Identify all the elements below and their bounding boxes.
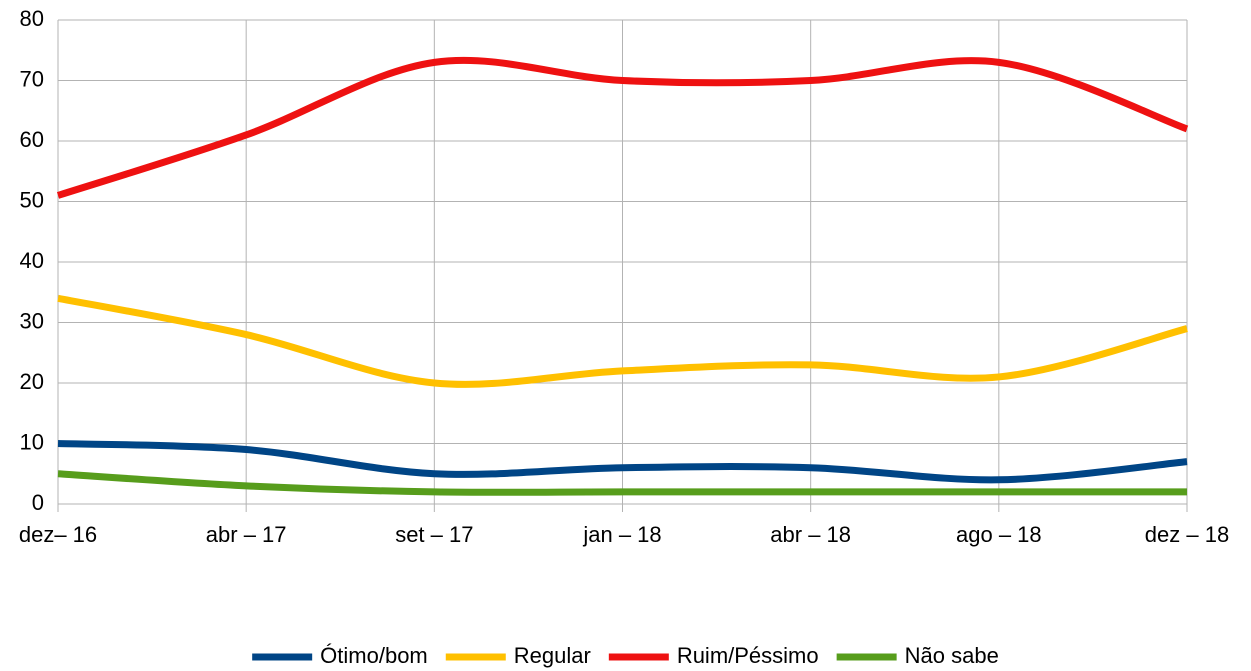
legend-label: Ruim/Péssimo xyxy=(677,643,819,668)
y-tick-label: 50 xyxy=(20,187,44,212)
line-series xyxy=(57,294,1188,388)
x-tick-label: abr – 17 xyxy=(206,522,287,547)
x-tick-label: abr – 18 xyxy=(770,522,851,547)
x-tick-label: ago – 18 xyxy=(956,522,1042,547)
y-tick-label: 20 xyxy=(20,369,44,394)
legend-label: Ótimo/bom xyxy=(320,643,428,668)
x-tick-label: dez – 18 xyxy=(1145,522,1229,547)
x-tick-label: dez– 16 xyxy=(19,522,97,547)
x-tick-label: set – 17 xyxy=(395,522,473,547)
line-series xyxy=(57,440,1188,484)
y-tick-label: 80 xyxy=(20,6,44,31)
y-tick-label: 70 xyxy=(20,66,44,91)
y-tick-label: 0 xyxy=(32,490,44,515)
line-series xyxy=(56,56,1189,199)
line-series xyxy=(57,470,1187,496)
y-tick-label: 30 xyxy=(20,308,44,333)
y-tick-label: 10 xyxy=(20,429,44,454)
x-tick-label: jan – 18 xyxy=(582,522,661,547)
y-tick-label: 40 xyxy=(20,248,44,273)
y-tick-label: 60 xyxy=(20,127,44,152)
legend-label: Não sabe xyxy=(905,643,999,668)
legend-label: Regular xyxy=(514,643,591,668)
